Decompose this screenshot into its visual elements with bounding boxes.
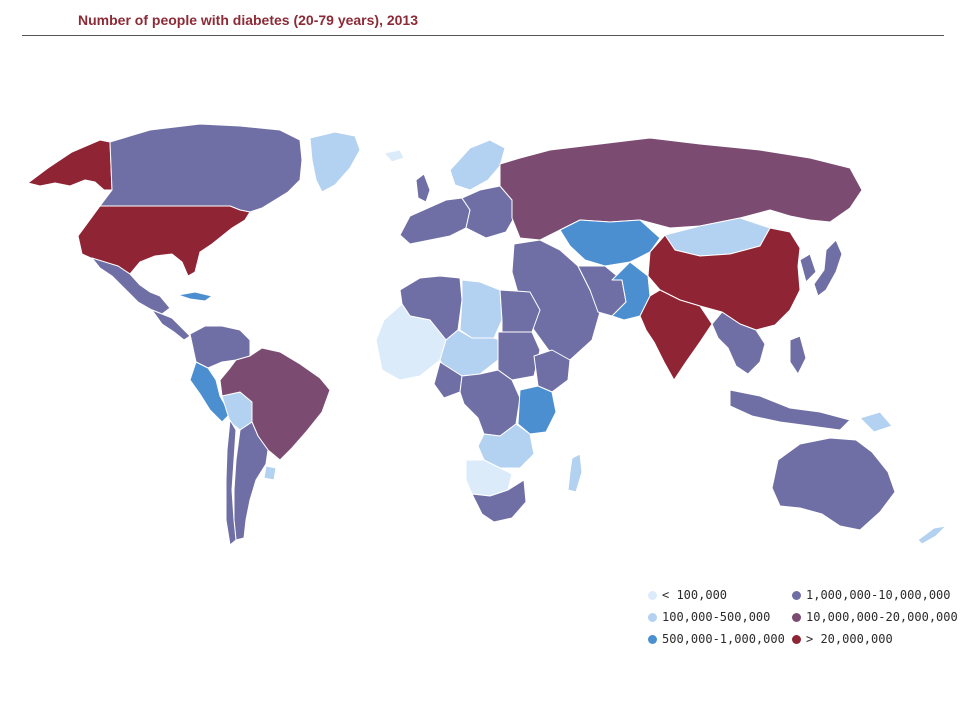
region-philippines — [789, 335, 807, 375]
legend-item-bin4: 1,000,000-10,000,000 — [792, 588, 951, 602]
region-libya — [459, 279, 503, 339]
legend-swatch-icon — [648, 634, 657, 644]
region-png — [859, 411, 893, 433]
region-western-europe — [399, 197, 471, 245]
region-korea — [799, 253, 817, 283]
region-kazakhstan — [559, 219, 661, 267]
legend-label: 100,000-500,000 — [662, 610, 771, 624]
chart-title: Number of people with diabetes (20-79 ye… — [78, 12, 419, 28]
legend-swatch-icon — [648, 590, 657, 600]
legend-item-bin1: < 100,000 — [648, 588, 727, 602]
legend-swatch-icon — [792, 612, 801, 622]
region-central-america — [151, 309, 191, 341]
legend: < 100,000 100,000-500,000 500,000-1,000,… — [648, 588, 958, 652]
region-japan — [813, 239, 843, 297]
legend-label: 10,000,000-20,000,000 — [806, 610, 958, 624]
region-new-zealand — [917, 525, 947, 545]
world-map — [27, 123, 947, 546]
legend-item-bin6: > 20,000,000 — [792, 632, 893, 646]
region-russia — [499, 137, 863, 241]
region-brazil — [219, 347, 331, 461]
region-canada — [99, 123, 303, 213]
region-argentina — [233, 421, 269, 541]
legend-swatch-icon — [792, 590, 801, 600]
legend-item-bin3: 500,000-1,000,000 — [648, 632, 785, 646]
region-scandinavia — [449, 139, 506, 191]
region-southern-africa-mid — [477, 423, 535, 469]
region-central-africa — [459, 369, 521, 437]
region-greenland — [309, 131, 361, 193]
region-mexico — [91, 257, 171, 315]
region-australia — [771, 437, 896, 531]
legend-swatch-icon — [648, 612, 657, 622]
legend-item-bin2: 100,000-500,000 — [648, 610, 770, 624]
region-india — [639, 289, 713, 381]
region-iceland — [383, 149, 405, 163]
region-east-africa — [517, 385, 557, 435]
region-south-africa — [471, 479, 527, 523]
region-alaska — [27, 139, 113, 191]
legend-label: 500,000-1,000,000 — [662, 632, 785, 646]
region-indonesia — [729, 389, 851, 431]
legend-label: > 20,000,000 — [806, 632, 893, 646]
region-nigeria — [433, 361, 463, 399]
legend-label: < 100,000 — [662, 588, 728, 602]
region-sudan — [497, 331, 541, 381]
region-madagascar — [567, 453, 583, 493]
region-cuba — [177, 291, 213, 302]
legend-label: 1,000,000-10,000,000 — [806, 588, 951, 602]
region-uruguay — [263, 465, 277, 481]
region-uk — [415, 173, 431, 203]
region-eastern-europe — [461, 185, 515, 239]
region-peru — [189, 361, 231, 423]
title-rule — [22, 35, 944, 36]
region-pakistan — [611, 261, 651, 321]
region-chile — [225, 419, 237, 546]
region-indochina — [711, 311, 766, 375]
legend-item-bin5: 10,000,000-20,000,000 — [792, 610, 958, 624]
legend-swatch-icon — [792, 634, 801, 644]
